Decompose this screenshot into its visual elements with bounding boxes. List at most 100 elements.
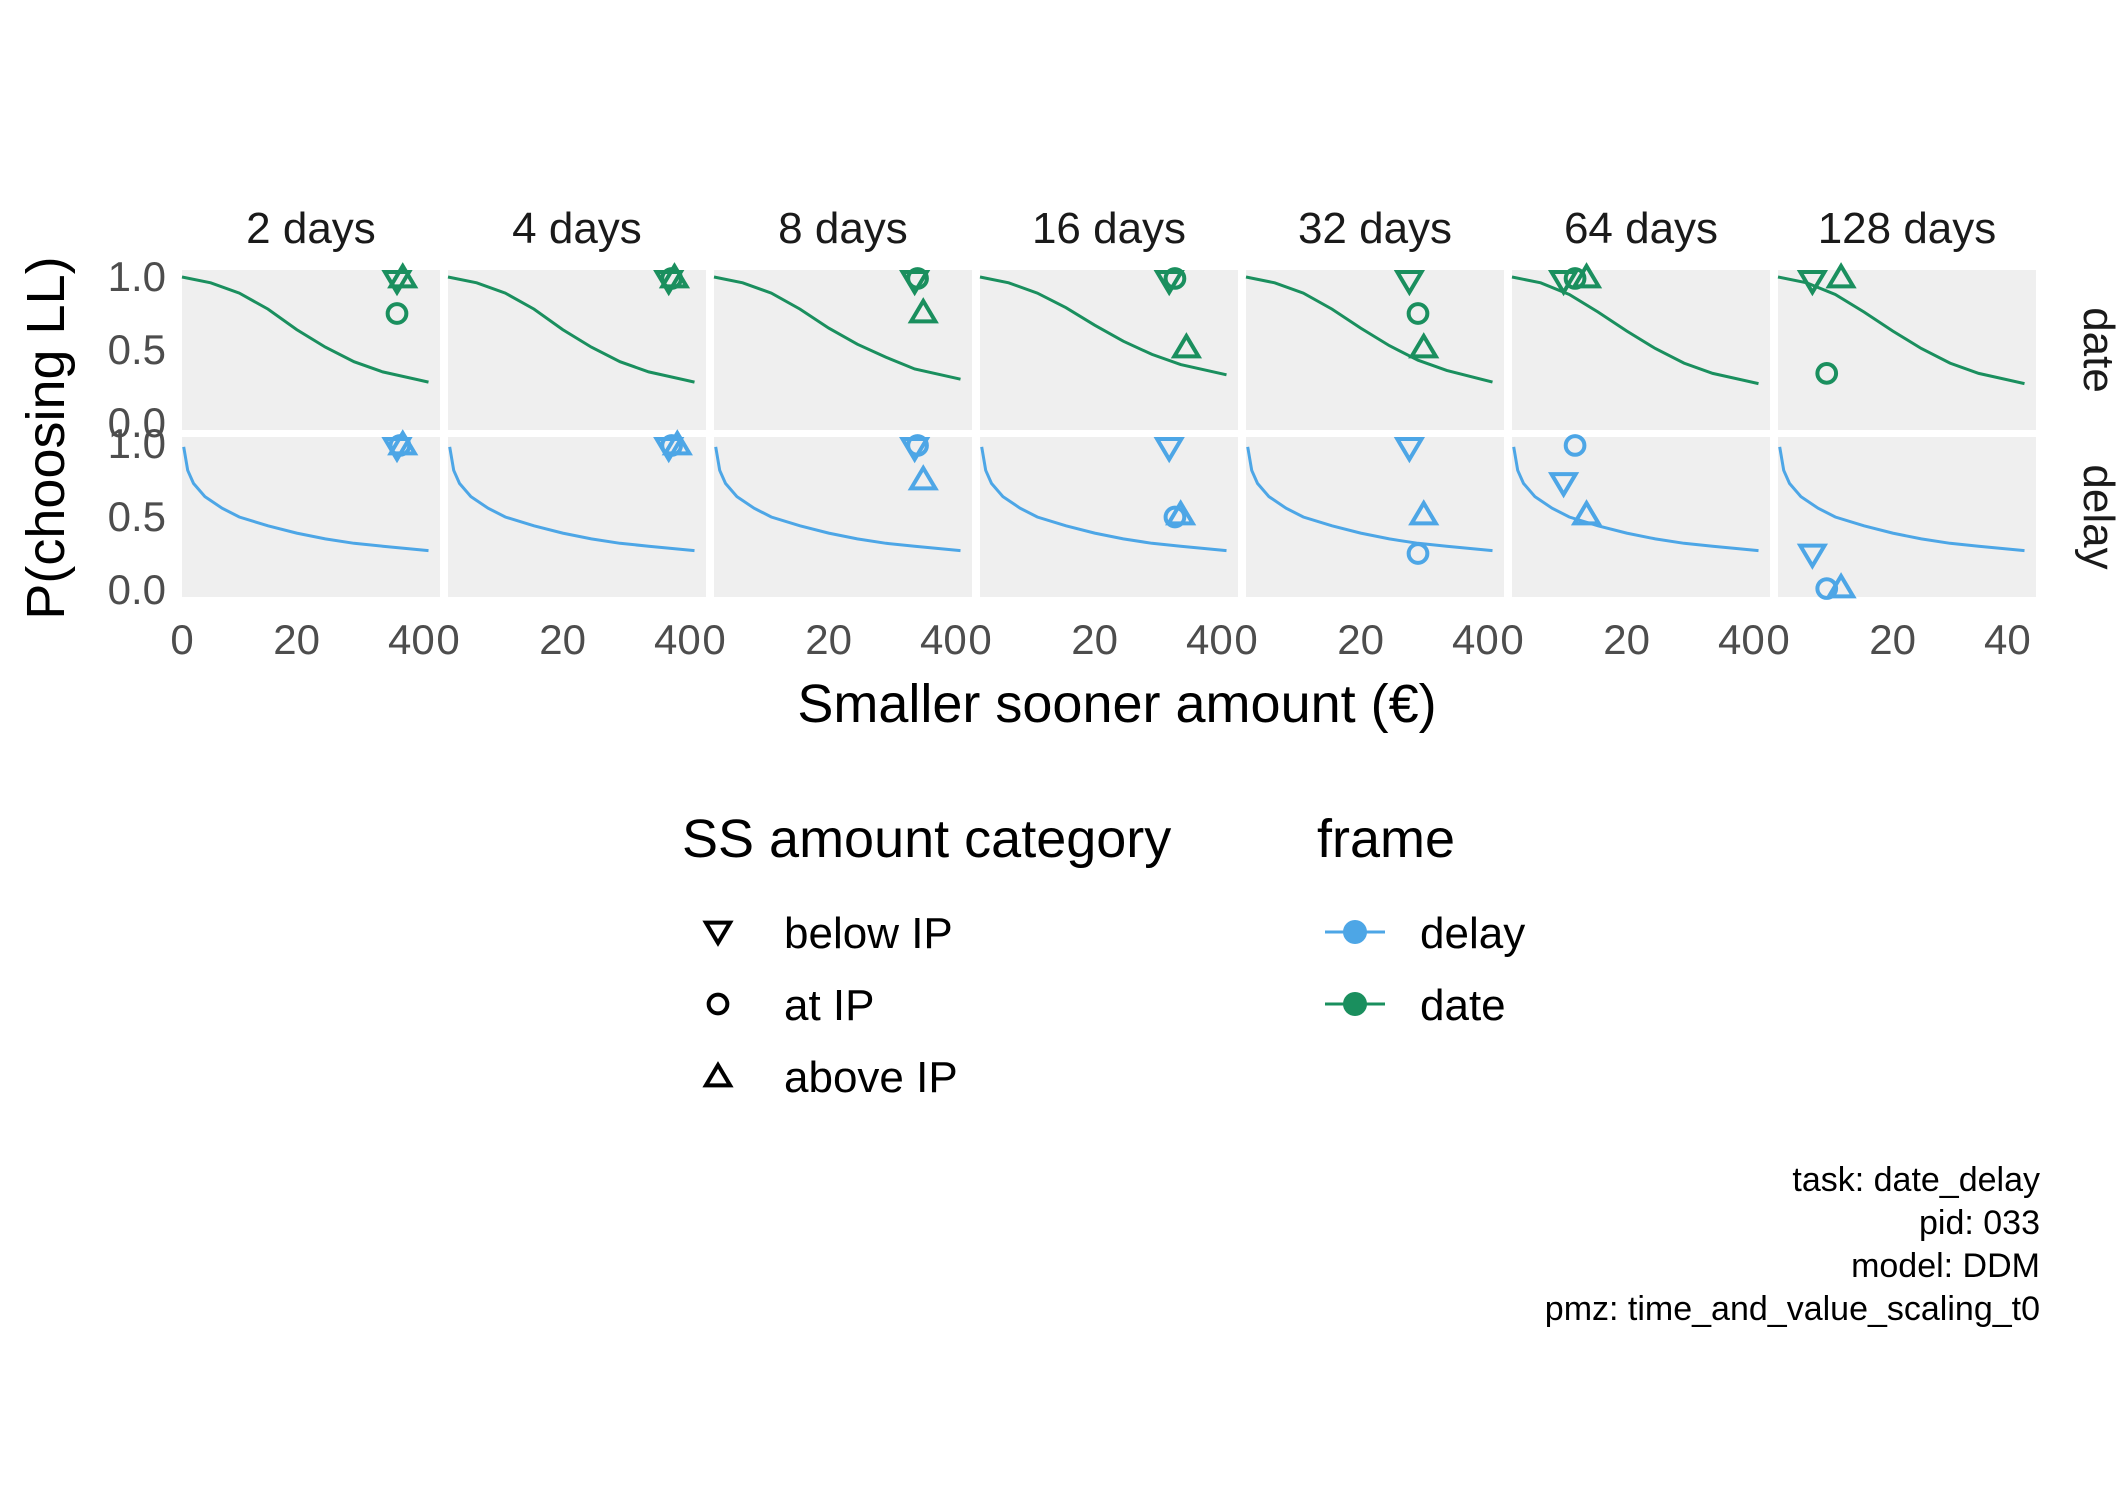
facet-labels: 2 days 4 days 8 days 16 days 32 days 64 days 1… xyxy=(246,204,2123,570)
x-tick-label: 40 xyxy=(920,616,967,663)
data-point-above-ip xyxy=(658,262,691,289)
data-point-above-ip xyxy=(1165,499,1197,526)
x-tick-label: 0 xyxy=(1500,616,1523,663)
fit-curve-delay xyxy=(182,446,429,553)
x-tick-label: 40 xyxy=(1984,616,2031,663)
x-tick-label: 40 xyxy=(1718,616,1765,663)
y-tick-label: 1.0 xyxy=(108,420,166,467)
caption-line-task: task: date_delay xyxy=(1792,1161,2040,1199)
data-point-above-ip xyxy=(387,262,419,289)
data-point-below-ip xyxy=(1796,543,1829,570)
x-tick-label: 0 xyxy=(702,616,725,663)
legend-label-date: date xyxy=(1420,981,1506,1030)
data-point-at-ip xyxy=(1815,362,1839,385)
panel-date-6 xyxy=(1778,270,2036,430)
data-point-above-ip xyxy=(1408,499,1440,526)
data-point-below-ip xyxy=(1547,472,1580,499)
panel-delay-6 xyxy=(1778,437,2036,597)
caption: task: date_delay pid: 033 model: DDM pmz… xyxy=(1545,1161,2040,1328)
data-point-below-ip xyxy=(1547,270,1580,297)
data-point-above-ip xyxy=(661,429,693,456)
y-tick-label: 0.0 xyxy=(108,566,166,613)
fit-curve-delay xyxy=(714,446,961,553)
axis-ticks: 0.00.51.00.00.51.00 20 40 0 20 40 0 20 40 0 20 40 0 2… xyxy=(108,253,2031,663)
legend: SS amount category frame below IP at IP … xyxy=(682,809,1525,1102)
data-point-at-ip xyxy=(1406,542,1430,565)
data-point-above-ip xyxy=(1570,499,1603,526)
fit-curve-delay xyxy=(980,446,1227,553)
legend-key-at xyxy=(706,992,730,1016)
data-point-above-ip xyxy=(1825,572,1857,599)
legend-key-below xyxy=(702,920,734,947)
fit-curve-date xyxy=(979,275,1227,377)
data-point-below-ip xyxy=(1393,437,1426,464)
legend-key-dot-date xyxy=(1343,992,1367,1016)
fit-curve-date xyxy=(1511,275,1759,386)
x-tick-label: 20 xyxy=(1603,616,1650,663)
data-point-above-ip xyxy=(1825,262,1857,289)
data-point-above-ip xyxy=(907,297,939,324)
data-point-above-ip xyxy=(907,464,939,491)
fit-curve-delay xyxy=(448,446,695,553)
column-strip-label: 4 days xyxy=(512,204,642,253)
panel-date-3 xyxy=(980,270,1238,430)
fit-curve-date xyxy=(1245,275,1493,384)
panel-date-0 xyxy=(182,270,440,430)
legend-label-delay: delay xyxy=(1420,909,1525,958)
legend-key-dot-delay xyxy=(1343,920,1367,944)
panel-delay-4 xyxy=(1246,437,1504,597)
column-strip-label: 16 days xyxy=(1032,204,1186,253)
legend-label-at: at IP xyxy=(784,981,875,1030)
y-tick-label: 0.5 xyxy=(108,493,166,540)
fit-curve-delay xyxy=(1778,446,2025,553)
x-tick-label: 20 xyxy=(805,616,852,663)
legend-key-above xyxy=(702,1061,734,1088)
y-tick-label: 0.0 xyxy=(108,399,166,446)
x-tick-label: 0 xyxy=(1766,616,1789,663)
legend-keys xyxy=(702,920,1385,1088)
panel-delay-2 xyxy=(714,437,972,597)
x-tick-label: 0 xyxy=(1234,616,1257,663)
facet-panels xyxy=(182,270,2036,597)
y-tick-label: 1.0 xyxy=(108,253,166,300)
column-strip-label: 2 days xyxy=(246,204,376,253)
data-point-at-ip xyxy=(1563,434,1587,457)
data-point-below-ip xyxy=(1153,437,1185,464)
x-tick-label: 20 xyxy=(273,616,320,663)
column-strip-label: 128 days xyxy=(1818,204,1997,253)
column-strip-label: 32 days xyxy=(1298,204,1452,253)
x-tick-label: 40 xyxy=(654,616,701,663)
x-tick-label: 20 xyxy=(1337,616,1384,663)
caption-line-model: model: DDM xyxy=(1851,1247,2040,1285)
x-tick-label: 40 xyxy=(388,616,435,663)
panel-date-1 xyxy=(448,270,706,430)
legend-shape-title: SS amount category xyxy=(682,809,1171,869)
panel-delay-1 xyxy=(448,437,706,597)
x-tick-label: 20 xyxy=(1869,616,1916,663)
x-tick-label: 0 xyxy=(170,616,193,663)
y-tick-label: 0.5 xyxy=(108,326,166,373)
row-strip-label: delay xyxy=(2074,464,2123,569)
data-point-below-ip xyxy=(1393,270,1426,297)
column-strip-label: 8 days xyxy=(778,204,908,253)
x-tick-label: 0 xyxy=(968,616,991,663)
y-axis-title: P(choosing LL) xyxy=(16,256,76,619)
panel-delay-3 xyxy=(980,437,1238,597)
data-point-below-ip xyxy=(1796,270,1829,297)
data-point-above-ip xyxy=(1570,262,1603,289)
data-point-at-ip xyxy=(1163,267,1187,290)
fit-curve-date xyxy=(447,275,695,384)
x-tick-label: 40 xyxy=(1186,616,1233,663)
data-point-above-ip xyxy=(1408,332,1440,359)
legend-label-above: above IP xyxy=(784,1053,958,1102)
panel-delay-5 xyxy=(1512,437,1770,597)
row-strip-label: date xyxy=(2074,307,2123,393)
panel-delay-0 xyxy=(182,437,440,597)
caption-line-pmz: pmz: time_and_value_scaling_t0 xyxy=(1545,1290,2040,1328)
column-strip-label: 64 days xyxy=(1564,204,1718,253)
data-point-at-ip xyxy=(906,267,929,290)
data-point-at-ip xyxy=(1406,302,1430,325)
panel-date-2 xyxy=(714,270,972,430)
caption-line-pid: pid: 033 xyxy=(1919,1204,2040,1242)
